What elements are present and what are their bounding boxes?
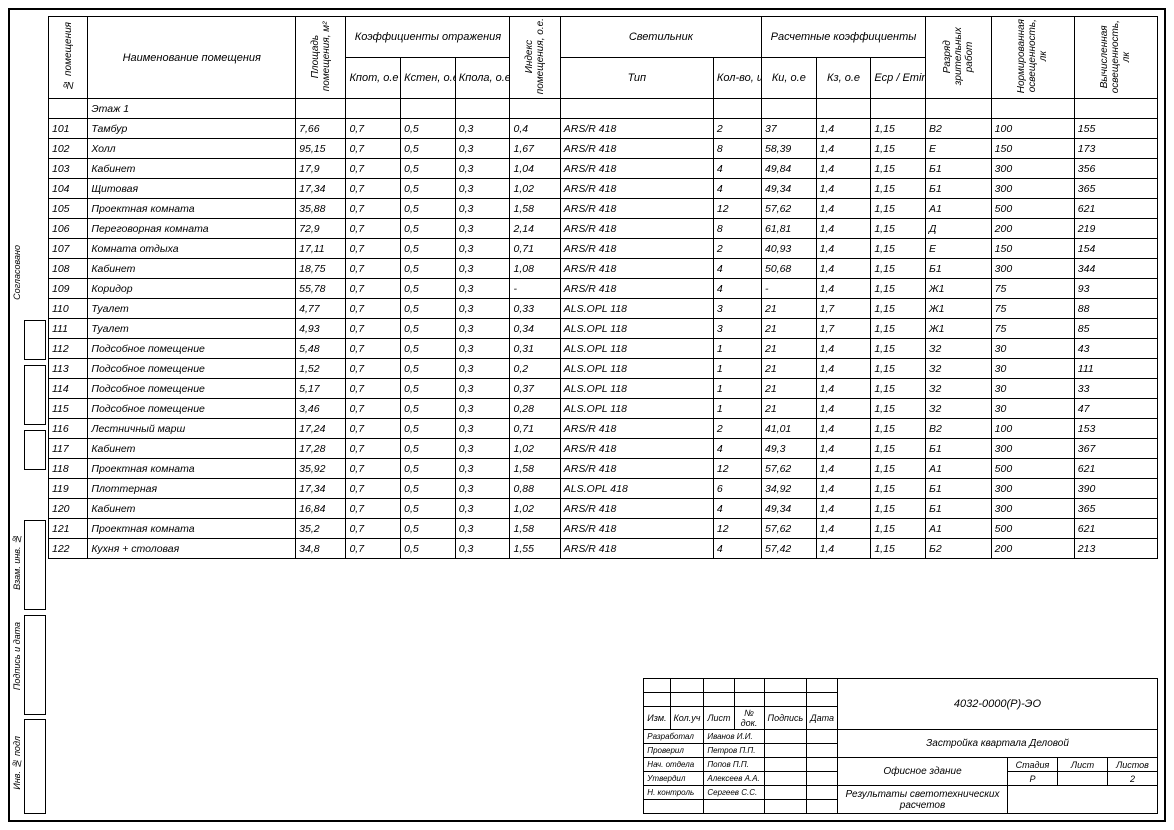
side-box-4	[24, 520, 46, 610]
table-row: 120Кабинет16,840,70,50,31,02ARS/R 418449…	[49, 499, 1158, 519]
table-row: 119Плоттерная17,340,70,50,30,88ALS.OPL 4…	[49, 479, 1158, 499]
table-row: 108Кабинет18,750,70,50,31,08ARS/R 418450…	[49, 259, 1158, 279]
tb-sheets-h: Листов	[1108, 758, 1158, 772]
table-row: 105Проектная комната35,880,70,50,31,58AR…	[49, 199, 1158, 219]
table-row: 113Подсобное помещение1,520,70,50,30,2AL…	[49, 359, 1158, 379]
side-box-2	[24, 365, 46, 425]
side-box-6	[24, 719, 46, 814]
tb-sheet	[1058, 772, 1108, 786]
table-row: 109Коридор55,780,70,50,3-ARS/R 4184-1,41…	[49, 279, 1158, 299]
hdr-kpot: Кпот, о.е	[346, 58, 401, 99]
hdr-kpola: Кпола, о.е.	[455, 58, 510, 99]
table-row: 116Лестничный марш17,240,70,50,30,71ARS/…	[49, 419, 1158, 439]
hdr-norm-lux: Нормированная освещенность, лк	[1016, 19, 1049, 93]
table-row: 103Кабинет17,90,70,50,31,04ARS/R 418449,…	[49, 159, 1158, 179]
table-row: 102Холл95,150,70,50,31,67ARS/R 418858,39…	[49, 139, 1158, 159]
table-row: 114Подсобное помещение5,170,70,50,30,37A…	[49, 379, 1158, 399]
table-row: 121Проектная комната35,20,70,50,31,58ARS…	[49, 519, 1158, 539]
tb-stage: Р	[1008, 772, 1058, 786]
stamp-header: Кол.уч	[670, 707, 704, 730]
table-row: 115Подсобное помещение3,460,70,50,30,28A…	[49, 399, 1158, 419]
table-row: 112Подсобное помещение5,480,70,50,30,31A…	[49, 339, 1158, 359]
table-row: 118Проектная комната35,920,70,50,31,58AR…	[49, 459, 1158, 479]
hdr-ksten: Кстен, о.е.	[401, 58, 456, 99]
hdr-ki: Ки, о.е	[762, 58, 817, 99]
stamp-header: Подпись	[764, 707, 807, 730]
lighting-calc-table: № помещения Наименование помещения Площа…	[48, 16, 1158, 559]
stamp-header: Изм.	[644, 707, 670, 730]
table-row: 117Кабинет17,280,70,50,31,02ARS/R 418449…	[49, 439, 1158, 459]
table-row: 110Туалет4,770,70,50,30,33ALS.OPL 118321…	[49, 299, 1158, 319]
side-label-soglasovano: Согласовано	[12, 245, 22, 300]
tb-sheets: 2	[1108, 772, 1158, 786]
hdr-lamp-qty: Кол-во, шт	[713, 58, 761, 99]
tb-result: Результаты светотехнических расчетов	[838, 786, 1008, 814]
hdr-calc-group: Расчетные коэффициенты	[762, 17, 926, 58]
hdr-area: Площадь помещения, м²	[310, 18, 332, 95]
hdr-lamp-type: Тип	[560, 58, 713, 99]
hdr-discharge: Разряд зрительных работ	[942, 18, 975, 95]
hdr-room-name: Наименование помещения	[88, 17, 296, 99]
side-box-1	[24, 430, 46, 470]
hdr-esr: Eср / Emin о.е.	[871, 58, 926, 99]
drawing-sheet: Согласовано Взам. инв. № Подпись и дата …	[8, 8, 1166, 822]
hdr-index: Индекс помещения, о.е.	[524, 18, 546, 95]
side-label-podpis: Подпись и дата	[12, 622, 22, 690]
side-label-vzam: Взам. инв. №	[12, 534, 22, 590]
tb-stage-h: Стадия	[1008, 758, 1058, 772]
stamp-header: Дата	[807, 707, 838, 730]
hdr-kz: Кз, о.е	[816, 58, 871, 99]
table-row: 107Комната отдыха17,110,70,50,30,71ARS/R…	[49, 239, 1158, 259]
title-block: 4032-0000(Р)-ЭО Изм.Кол.учЛист№ док.Подп…	[643, 678, 1158, 814]
table-row: 122Кухня + столовая34,80,70,50,31,55ARS/…	[49, 539, 1158, 559]
stamp-header: Лист	[704, 707, 734, 730]
table-row: 111Туалет4,930,70,50,30,34ALS.OPL 118321…	[49, 319, 1158, 339]
side-label-inv: Инв. № подл	[12, 736, 22, 790]
tb-building: Офисное здание	[838, 758, 1008, 786]
table-row: 101Тамбур7,660,70,50,30,4ARS/R 4182371,4…	[49, 119, 1158, 139]
tb-doc-code: 4032-0000(Р)-ЭО	[838, 679, 1158, 730]
hdr-refl-group: Коэффициенты отражения	[346, 17, 510, 58]
table-row: 106Переговорная комната72,90,70,50,32,14…	[49, 219, 1158, 239]
tb-project: Застройка квартала Деловой	[838, 730, 1158, 758]
side-box-3	[24, 320, 46, 360]
tb-sheet-h: Лист	[1058, 758, 1108, 772]
stamp-header: № док.	[734, 707, 764, 730]
floor-label: Этаж 1	[88, 99, 296, 119]
hdr-lamp-group: Светильник	[560, 17, 761, 58]
hdr-room-no: № помещения	[63, 22, 74, 90]
side-box-5	[24, 615, 46, 715]
hdr-calc-lux: Вычисленная освещенность, лк	[1099, 18, 1132, 95]
table-row: 104Щитовая17,340,70,50,31,02ARS/R 418449…	[49, 179, 1158, 199]
